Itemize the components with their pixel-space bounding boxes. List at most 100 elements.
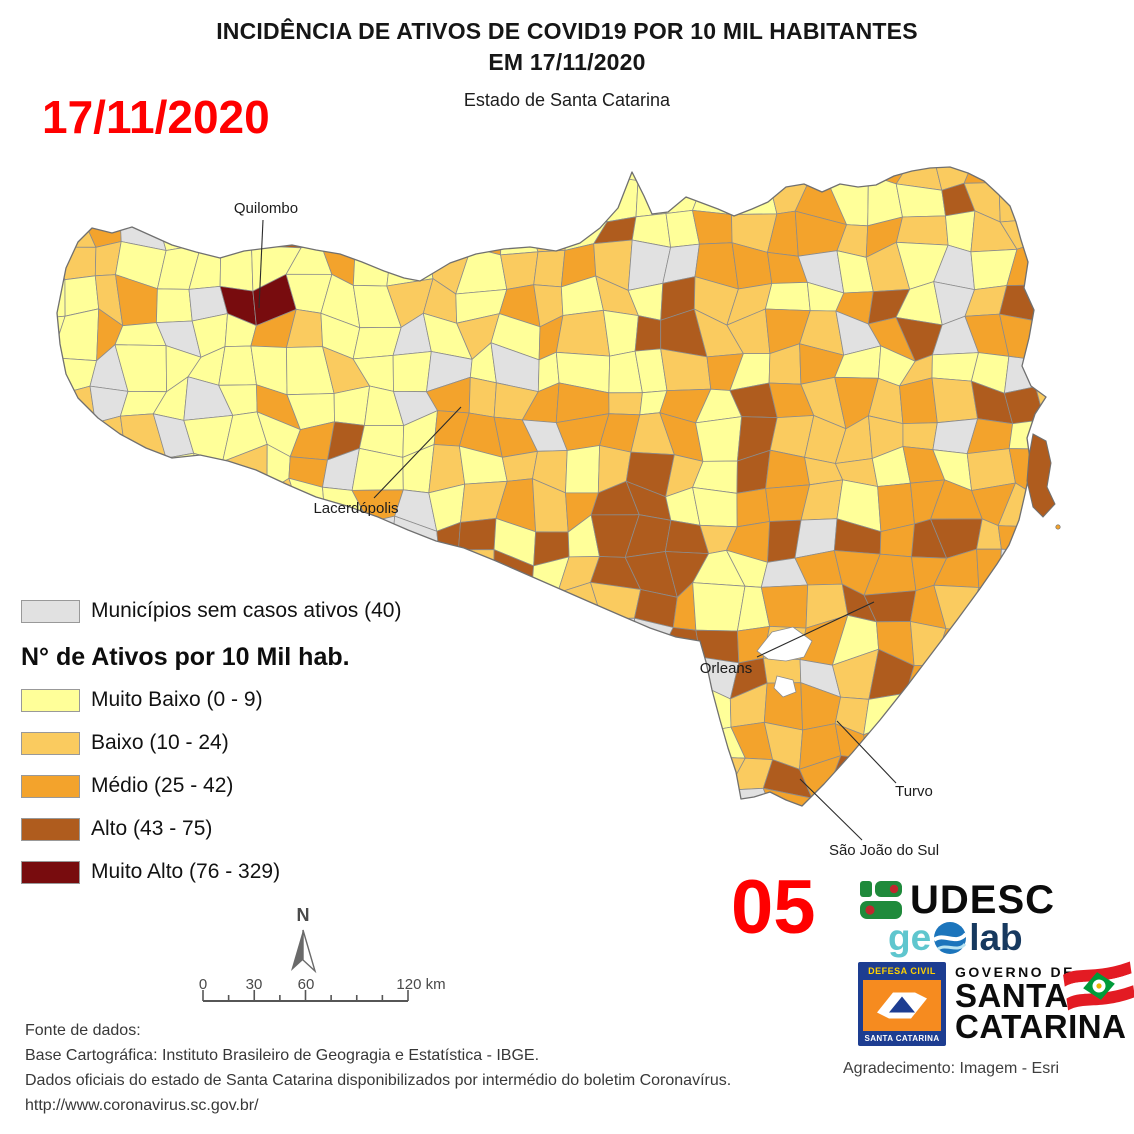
municipality-cell bbox=[187, 515, 230, 559]
scale-label-0: 0 bbox=[199, 976, 207, 993]
municipality-cell bbox=[968, 719, 1007, 765]
municipality-cell bbox=[457, 855, 504, 889]
municipality-cell bbox=[571, 682, 604, 728]
municipality-cell bbox=[1073, 524, 1116, 553]
municipality-cell bbox=[1077, 891, 1114, 936]
municipality-cell bbox=[425, 759, 469, 793]
municipality-cell bbox=[254, 556, 303, 598]
label-lacerdopolis: Lacerdópolis bbox=[313, 500, 398, 517]
municipality-cell bbox=[623, 720, 670, 754]
municipality-cell bbox=[90, 513, 122, 557]
municipality-cell bbox=[600, 682, 644, 726]
municipality-cell bbox=[998, 754, 1046, 796]
leader-lines bbox=[258, 219, 897, 841]
municipality-cell bbox=[1078, 652, 1114, 687]
municipality-cell bbox=[608, 392, 643, 416]
municipality-cell bbox=[456, 587, 502, 623]
municipality-cell bbox=[424, 855, 463, 898]
municipality-cell bbox=[420, 581, 473, 627]
municipality-cell bbox=[1067, 832, 1106, 853]
municipality-cell bbox=[797, 886, 833, 929]
municipality-cell bbox=[736, 488, 771, 528]
municipality-cell bbox=[733, 167, 775, 185]
municipality-cell bbox=[1106, 207, 1134, 241]
municipality-cell bbox=[726, 787, 780, 806]
municipality-cell bbox=[392, 351, 432, 393]
municipality-cell bbox=[468, 614, 505, 668]
municipality-cell bbox=[57, 445, 65, 496]
municipality-cell bbox=[999, 716, 1046, 765]
municipality-cell bbox=[573, 830, 600, 871]
municipality-cell bbox=[602, 720, 644, 770]
municipality-cell bbox=[457, 518, 497, 551]
municipality-cell bbox=[357, 167, 405, 185]
source-url: http://www.coronavirus.sc.gov.br/ bbox=[25, 1097, 259, 1114]
class-swatch-muito-alto bbox=[21, 860, 80, 884]
municipality-cell bbox=[537, 856, 575, 899]
municipality-cell bbox=[600, 886, 631, 939]
sc-flag-icon bbox=[1063, 961, 1134, 1011]
municipality-cell bbox=[769, 903, 805, 936]
municipality-cell bbox=[591, 819, 638, 861]
municipality-cell bbox=[1032, 182, 1046, 220]
municipality-cell bbox=[667, 167, 711, 179]
municipality-cell bbox=[1072, 241, 1111, 293]
municipality-cell bbox=[150, 481, 200, 519]
municipality-cell bbox=[760, 584, 809, 629]
municipality-cell bbox=[540, 800, 574, 806]
municipality-cell bbox=[702, 863, 741, 901]
municipality-cell bbox=[738, 863, 771, 905]
municipality-cell bbox=[495, 792, 542, 806]
municipality-cell bbox=[427, 889, 463, 940]
municipality-cell bbox=[19, 903, 65, 939]
municipality-cell bbox=[998, 548, 1041, 593]
municipality-cell bbox=[63, 489, 99, 518]
municipality-cell bbox=[627, 853, 672, 894]
municipality-cell bbox=[320, 177, 372, 210]
municipality-cell bbox=[468, 376, 497, 418]
municipality-cell bbox=[538, 823, 575, 871]
municipality-cell bbox=[297, 552, 320, 598]
municipality-cell bbox=[635, 819, 669, 866]
municipality-cell bbox=[590, 172, 639, 223]
municipality-cell bbox=[999, 686, 1046, 721]
municipality-cell bbox=[896, 215, 949, 246]
municipality-cell bbox=[522, 167, 576, 180]
municipality-cell bbox=[420, 682, 470, 729]
municipality-cell bbox=[1079, 624, 1115, 654]
municipality-cell bbox=[390, 216, 428, 255]
municipality-cell bbox=[217, 554, 265, 597]
municipality-cell bbox=[558, 756, 606, 804]
source-line: Dados oficiais do estado de Santa Catari… bbox=[25, 1072, 732, 1089]
municipality-cell bbox=[931, 352, 979, 382]
municipality-cell bbox=[57, 422, 96, 449]
municipality-cell bbox=[1110, 348, 1134, 391]
municipality-cell bbox=[1072, 287, 1111, 321]
municipality-cell bbox=[1040, 526, 1046, 553]
municipality-cell bbox=[291, 167, 327, 183]
municipality-cell bbox=[1107, 483, 1134, 524]
municipality-cell bbox=[1073, 483, 1116, 530]
municipality-cell bbox=[57, 380, 59, 431]
municipality-cell bbox=[355, 549, 404, 596]
municipality-cell bbox=[968, 686, 1014, 722]
title-block: INCIDÊNCIA DE ATIVOS DE COVID19 POR 10 M… bbox=[0, 16, 1134, 111]
municipality-cell bbox=[1106, 795, 1134, 834]
catarina-text: CATARINA bbox=[955, 1008, 1127, 1046]
municipality-cell bbox=[57, 552, 66, 592]
municipality-cell bbox=[492, 596, 532, 625]
scale-label-120km: 120 km bbox=[396, 976, 445, 993]
municipality-cell bbox=[21, 182, 54, 218]
esri-credit: Agradecimento: Imagem - Esri bbox=[843, 1060, 1060, 1077]
municipality-cell bbox=[1067, 177, 1106, 208]
municipality-cell bbox=[531, 753, 567, 804]
municipality-cell bbox=[455, 792, 500, 806]
municipality-cell bbox=[692, 486, 738, 528]
municipality-cell bbox=[1104, 621, 1134, 654]
municipality-cell bbox=[189, 177, 220, 227]
municipality-cell bbox=[591, 853, 635, 889]
municipality-cell bbox=[570, 889, 600, 939]
municipality-cell bbox=[662, 686, 709, 734]
municipality-cell bbox=[500, 887, 542, 937]
defesa-civil-logo: DEFESA CIVIL SANTA CATARINA bbox=[858, 962, 946, 1046]
